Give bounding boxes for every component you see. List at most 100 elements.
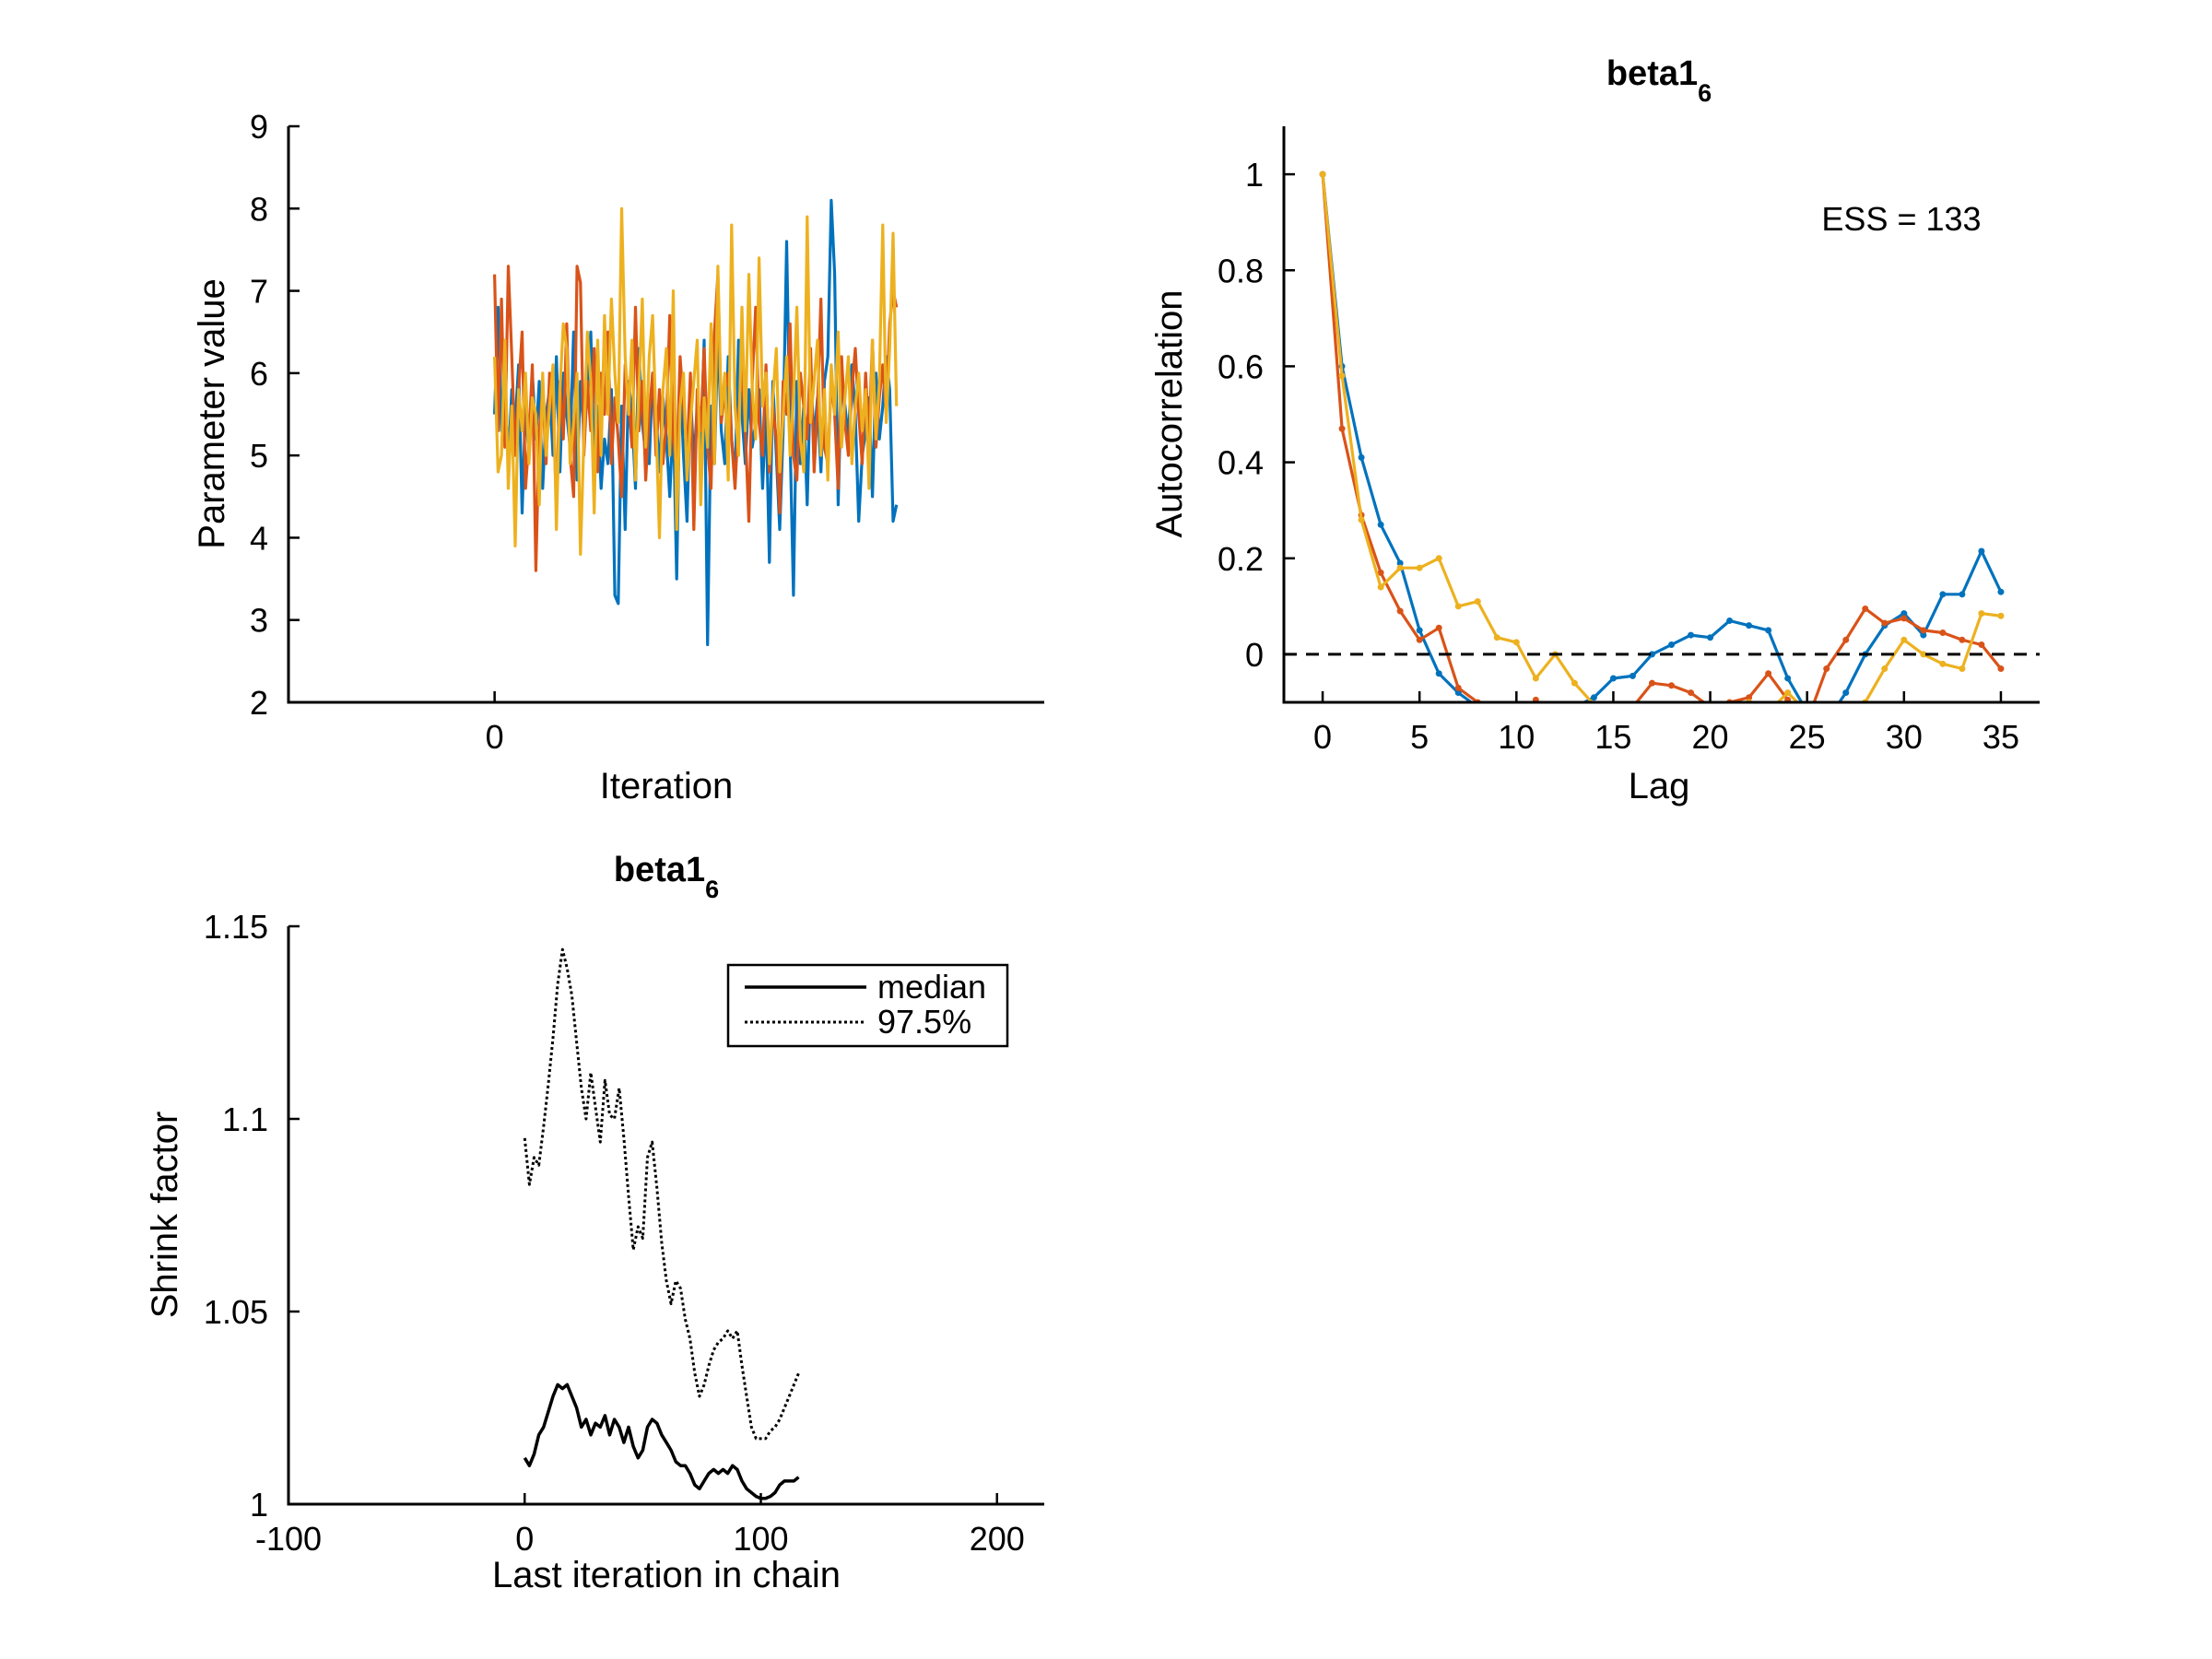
trace-xlabel: Iteration [600, 766, 734, 806]
acf-point [1978, 610, 1985, 618]
acf-point [1920, 627, 1927, 634]
trace-ytick-label: 3 [250, 602, 268, 640]
acf-point [1939, 629, 1947, 636]
acf-point [1881, 619, 1888, 627]
acf-ytick-label: 0.2 [1218, 540, 1264, 578]
acf-point [1997, 612, 2005, 619]
acf-point [1609, 675, 1617, 682]
acf-xtick-label: 35 [1983, 718, 2019, 756]
acf-ytick-label: 0.6 [1218, 347, 1264, 385]
acf-point [1746, 694, 1753, 701]
shrink-title-main: beta1 [614, 851, 705, 889]
acf-point [1707, 634, 1714, 641]
trace-ylabel: Parameter value [192, 278, 232, 548]
acf-point [1920, 651, 1927, 658]
acf-point [1959, 665, 1966, 673]
acf-point [1571, 704, 1578, 711]
shrink-ytick-label: 1.05 [204, 1293, 268, 1331]
acf-panel: beta16 0 0.2 0.4 0.6 0.8 1 0 5 10 15 20 25 30 35 ESS… [1149, 54, 2040, 806]
acf-point [1474, 598, 1481, 606]
acf-point [1688, 689, 1695, 697]
acf-point [1668, 641, 1676, 648]
trace-ytick-label: 8 [250, 190, 268, 228]
shrink-x-ticks: -100 0 100 200 [255, 1493, 1025, 1558]
acf-point [1668, 742, 1675, 748]
acf-xtick-label: 0 [1313, 718, 1332, 756]
acf-point [1842, 689, 1850, 697]
acf-point [1338, 372, 1346, 380]
acf-xtick-label: 25 [1789, 718, 1826, 756]
shrink-panel: beta16 1 1.05 1.1 1.15 -100 0 100 200 median 9… [145, 851, 1044, 1595]
acf-point [1396, 607, 1404, 615]
acf-point [1648, 651, 1655, 658]
shrink-title: beta16 [614, 851, 719, 903]
acf-point [1978, 547, 1985, 555]
shrink-series-line-median [523, 1382, 800, 1500]
trace-ytick-label: 7 [250, 273, 268, 311]
trace-ytick-label: 4 [250, 519, 268, 557]
acf-title: beta16 [1606, 54, 1712, 107]
trace-x-ticks: 0 [486, 691, 504, 756]
acf-point [1765, 709, 1771, 715]
acf-point [1358, 516, 1365, 524]
acf-point [1900, 615, 1908, 622]
acf-point [1610, 709, 1617, 715]
acf-xtick-label: 15 [1594, 718, 1631, 756]
acf-point [1842, 636, 1850, 643]
acf-point [1939, 660, 1947, 667]
acf-point [1571, 679, 1578, 687]
acf-point [1939, 591, 1947, 598]
shrink-y-ticks: 1 1.05 1.1 1.15 [204, 908, 300, 1524]
acf-point [1804, 709, 1810, 715]
acf-title-main: beta1 [1606, 54, 1698, 93]
trace-y-ticks: 2 3 4 5 6 7 8 9 [250, 108, 300, 722]
shrink-ytick-label: 1 [250, 1486, 268, 1524]
shrink-xtick-label: 100 [733, 1520, 788, 1558]
acf-point [1862, 605, 1869, 612]
acf-y-ticks: 0 0.2 0.4 0.6 0.8 1 [1218, 156, 1295, 674]
acf-xtick-label: 20 [1692, 718, 1729, 756]
acf-title-subscript: 6 [1698, 79, 1712, 107]
trace-ytick-label: 5 [250, 437, 268, 475]
acf-point [1688, 631, 1695, 639]
acf-point [1552, 718, 1559, 724]
acf-point [1784, 689, 1792, 697]
legend-97-5-label: 97.5% [877, 1003, 971, 1041]
acf-point [1746, 622, 1753, 629]
acf-point [1997, 588, 2005, 595]
acf-point [1416, 636, 1423, 643]
shrink-ytick-label: 1.1 [222, 1100, 268, 1138]
acf-series-line-2 [1321, 173, 2002, 702]
acf-point [1920, 631, 1927, 639]
shrink-xtick-label: 200 [970, 1520, 1025, 1558]
acf-point [1416, 564, 1423, 571]
acf-point [1532, 675, 1539, 682]
acf-point [1552, 724, 1559, 730]
acf-xtick-label: 10 [1498, 718, 1535, 756]
acf-point [1648, 679, 1655, 687]
acf-point [1396, 564, 1404, 571]
acf-point [1416, 627, 1423, 634]
acf-point [1396, 559, 1404, 567]
acf-point [1804, 709, 1810, 715]
acf-point [1900, 636, 1908, 643]
shrink-xtick-label: -100 [255, 1520, 322, 1558]
acf-point [1823, 665, 1830, 673]
acf-point [1959, 591, 1966, 598]
acf-point [1358, 453, 1365, 461]
acf-point [1629, 672, 1636, 679]
trace-ytick-label: 6 [250, 355, 268, 393]
acf-point [1512, 639, 1520, 646]
trace-ytick-label: 2 [250, 684, 268, 722]
acf-xlabel: Lag [1629, 766, 1690, 806]
acf-point [1571, 728, 1578, 735]
shrink-series-line-97.5% [523, 947, 800, 1441]
trace-series-line-2 [493, 206, 899, 556]
legend-median-label: median [877, 968, 986, 1006]
acf-point [1997, 665, 2005, 673]
shrink-ytick-label: 1.15 [204, 908, 268, 946]
acf-point [1649, 733, 1655, 739]
acf-point [1668, 682, 1676, 689]
acf-point [1765, 670, 1772, 677]
acf-point [1377, 583, 1384, 591]
